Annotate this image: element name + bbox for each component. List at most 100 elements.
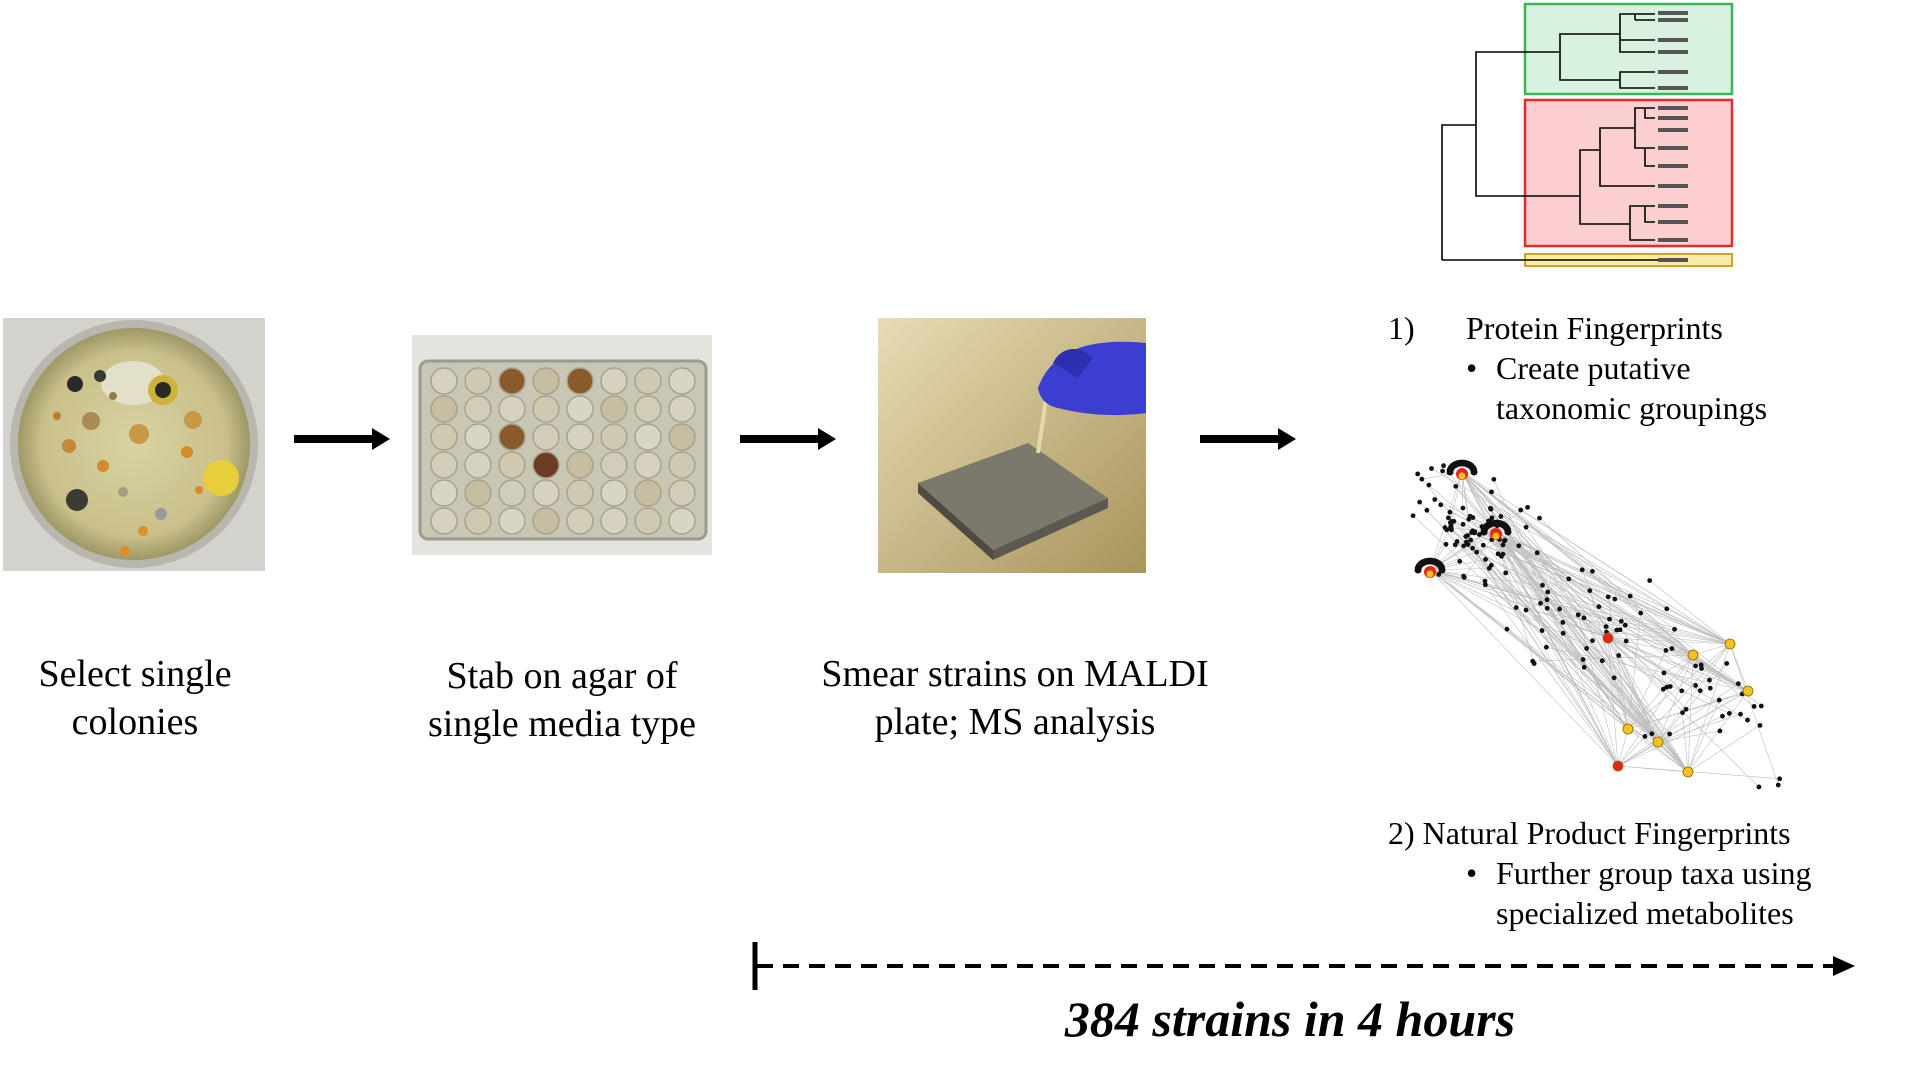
protein-bullet: • [1466,350,1478,386]
well [634,423,662,451]
network-edge [1607,637,1667,688]
network-edge [1617,683,1739,767]
network-hub-core [1492,532,1500,540]
network-node [1757,723,1763,728]
network-node [1460,505,1466,511]
network-node [1498,553,1504,559]
network-edge [1657,654,1694,743]
well [634,507,662,535]
well [430,367,458,395]
network-edge [1456,541,1659,743]
network-node [1476,532,1482,537]
step2-label-line2: single media type [427,703,697,745]
network-node [1446,515,1451,521]
well [532,423,560,451]
network-node [1523,524,1529,530]
network-node [1516,543,1522,549]
network-edge [1606,631,1731,645]
well [464,451,492,479]
network-hub [1742,685,1754,697]
network-edge [1607,637,1710,681]
well [532,479,560,507]
network-node [1483,557,1488,562]
network-edge [1687,643,1731,773]
network-node [1539,628,1545,633]
network-node [1500,542,1506,548]
network-node [1441,463,1446,469]
network-node [1683,706,1689,712]
network-edge [1607,637,1619,767]
step1-label: Select single colonies [0,650,270,746]
natural-product-bullet-line1: Further group taxa using [1496,855,1812,891]
network-node [1717,728,1723,734]
step1-label-line1: Select single [38,653,232,695]
network-edge [1500,516,1659,743]
network-node [1518,507,1524,513]
network-edge [1607,637,1694,656]
network-edge [1465,536,1619,767]
network-node [1448,524,1453,530]
protein-number: 1) [1388,310,1415,346]
network-node [1672,626,1677,632]
network-edge [1426,510,1629,730]
network-node [1438,566,1446,574]
maldi-plate-image [878,318,1146,573]
well-plate-photo [412,335,712,555]
network-hub [1724,638,1736,650]
network-node [1545,589,1551,595]
well [566,451,594,479]
network-node [1642,734,1648,739]
well [532,451,560,479]
network-node [1612,596,1618,602]
well [498,507,526,535]
network-node [1523,607,1529,613]
well [430,479,458,507]
network-node [1707,685,1713,691]
network-node [1777,776,1783,782]
network-edge [1429,569,1730,714]
arrow-step3-to-results [1200,428,1296,450]
network-node [1538,600,1543,606]
network-node [1751,704,1757,709]
network-node [1663,648,1669,653]
well [566,367,594,395]
network-edge [1429,569,1622,622]
network-edge [1429,569,1731,645]
well [634,451,662,479]
network-edge [1495,531,1659,743]
network-edge [1429,569,1694,656]
network-edge [1607,637,1689,773]
network-node [1415,471,1421,477]
network-edge [1495,531,1619,767]
network-node [1560,620,1566,625]
well [634,479,662,507]
well [668,423,696,451]
petri-dish-photo [3,318,265,571]
network-node [1540,582,1545,588]
well [464,423,492,451]
network-node [1745,717,1750,723]
network-node [1504,626,1510,632]
well [464,507,492,535]
network-node [1470,545,1476,551]
network-edge [1607,637,1696,686]
network-node [1679,688,1685,694]
network-node [1607,616,1612,622]
network-node [1502,537,1508,543]
network-node [1426,482,1432,488]
network-node [1461,543,1467,549]
network-node [1470,468,1478,476]
network-edge [1627,643,1731,730]
network-edge [1617,643,1731,767]
network-edge [1472,530,1659,743]
network-hub-core [1426,570,1434,578]
step3-label-line2: plate; MS analysis [874,701,1156,743]
network-edge [1617,715,1723,767]
network-node [1440,468,1445,474]
network-node [1667,684,1673,689]
network-edge [1471,532,1731,645]
network-hub [1602,632,1614,644]
network-node [1649,731,1655,737]
network-edge [1501,556,1689,773]
network-node [1489,489,1494,495]
